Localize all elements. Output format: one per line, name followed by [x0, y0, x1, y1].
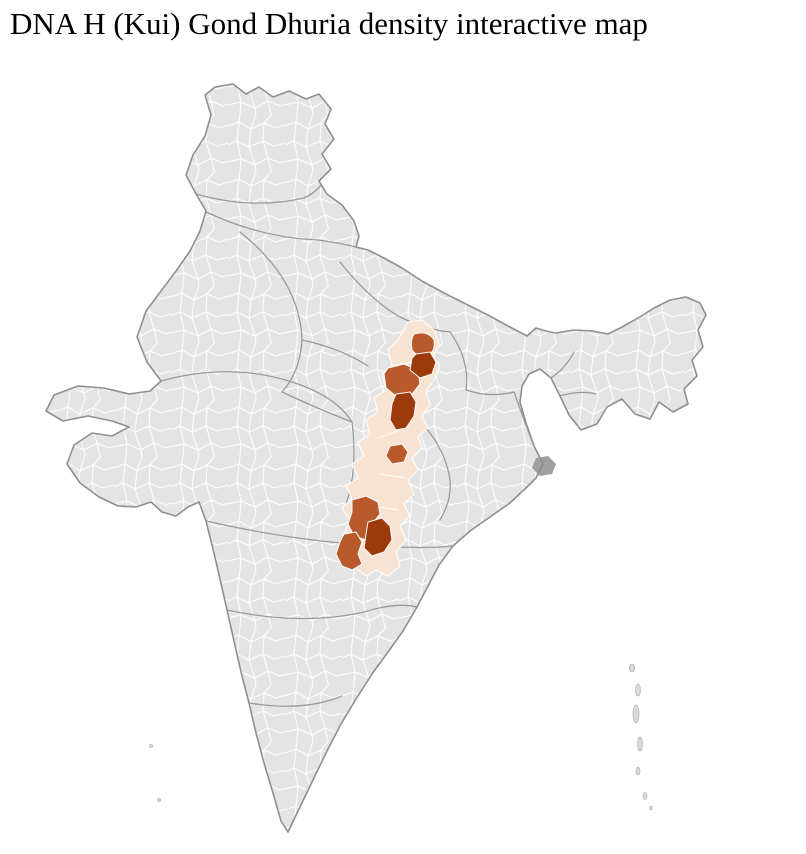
district-density-high-1[interactable] [409, 351, 437, 379]
lakshadweep-islands[interactable] [149, 744, 161, 802]
district-density-mid-3[interactable] [385, 443, 409, 465]
density-regions[interactable] [335, 319, 441, 577]
page-title: DNA H (Kui) Gond Dhuria density interact… [10, 6, 648, 41]
district-density-high-2[interactable] [389, 391, 417, 431]
andaman-nicobar-islands[interactable] [629, 663, 653, 811]
district-density-high-3[interactable] [363, 517, 393, 557]
sundarbans-region [532, 456, 556, 476]
district-density-mid-5[interactable] [335, 531, 363, 571]
district-density-mid-2[interactable] [383, 363, 421, 397]
